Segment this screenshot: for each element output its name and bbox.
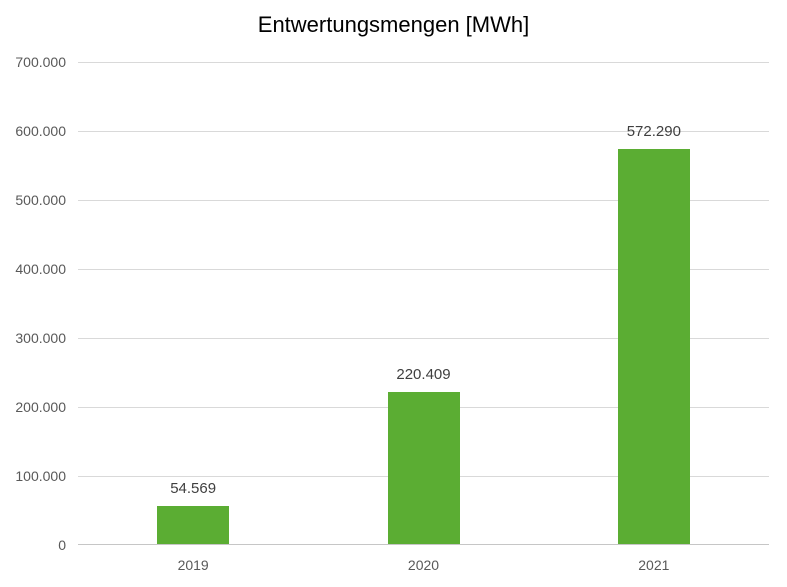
bar-value-label: 54.569 bbox=[170, 480, 217, 498]
bar-2019 bbox=[157, 506, 230, 544]
gridline bbox=[78, 200, 769, 201]
chart-title: Entwertungsmengen [MWh] bbox=[257, 12, 530, 37]
gridline bbox=[78, 269, 769, 270]
y-tick-label: 0 bbox=[58, 537, 66, 553]
gridline bbox=[78, 338, 769, 339]
plot-area: 54.569 220.409 572.290 bbox=[78, 62, 769, 545]
gridline bbox=[78, 131, 769, 132]
x-tick-label: 2020 bbox=[407, 557, 440, 573]
gridline bbox=[78, 62, 769, 63]
y-tick-label: 700.000 bbox=[15, 54, 66, 70]
bar-2021 bbox=[617, 149, 690, 544]
y-tick-label: 400.000 bbox=[15, 261, 66, 277]
bar-value-label: 572.290 bbox=[626, 123, 681, 141]
y-tick-label: 100.000 bbox=[15, 468, 66, 484]
x-axis-line bbox=[78, 544, 769, 545]
y-tick-label: 300.000 bbox=[15, 330, 66, 346]
y-tick-label: 500.000 bbox=[15, 192, 66, 208]
bar-2020 bbox=[387, 391, 460, 544]
y-tick-label: 200.000 bbox=[15, 399, 66, 415]
x-tick-label: 2021 bbox=[638, 557, 670, 573]
y-tick-label: 600.000 bbox=[15, 123, 66, 139]
x-tick-label: 2019 bbox=[177, 557, 209, 573]
bar-value-label: 220.409 bbox=[396, 365, 451, 383]
